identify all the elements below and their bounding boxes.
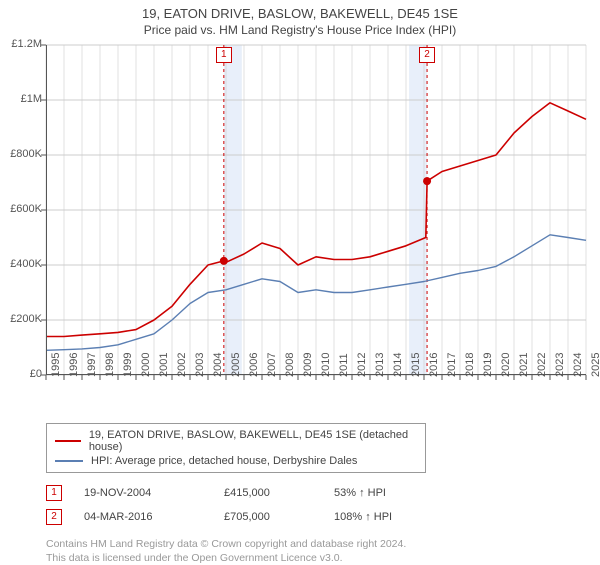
y-tick-label: £800K <box>0 148 42 160</box>
x-tick-label: 2023 <box>554 353 566 377</box>
x-tick-label: 2012 <box>356 353 368 377</box>
legend-swatch <box>55 460 83 462</box>
y-tick-label: £200K <box>0 313 42 325</box>
event-date: 04-MAR-2016 <box>84 511 224 523</box>
x-tick-label: 2004 <box>212 353 224 377</box>
x-tick-label: 2007 <box>266 353 278 377</box>
footer: Contains HM Land Registry data © Crown c… <box>46 537 600 565</box>
x-tick-label: 1997 <box>86 353 98 377</box>
chart-event-marker: 2 <box>419 47 435 63</box>
footer-line: Contains HM Land Registry data © Crown c… <box>46 537 600 551</box>
x-tick-label: 2017 <box>446 353 458 377</box>
y-tick-label: £400K <box>0 258 42 270</box>
x-tick-label: 2003 <box>194 353 206 377</box>
x-tick-label: 2022 <box>536 353 548 377</box>
legend-item: HPI: Average price, detached house, Derb… <box>55 454 417 468</box>
x-tick-label: 2018 <box>464 353 476 377</box>
y-tick-label: £1.2M <box>0 38 42 50</box>
x-tick-label: 2025 <box>590 353 600 377</box>
x-tick-label: 2006 <box>248 353 260 377</box>
y-tick-label: £1M <box>0 93 42 105</box>
chart-event-marker: 1 <box>216 47 232 63</box>
x-tick-label: 2024 <box>572 353 584 377</box>
x-tick-label: 2000 <box>140 353 152 377</box>
x-tick-label: 2005 <box>230 353 242 377</box>
event-price: £415,000 <box>224 487 334 499</box>
x-tick-label: 1996 <box>68 353 80 377</box>
event-row: 1 19-NOV-2004 £415,000 53% ↑ HPI <box>46 481 600 505</box>
x-tick-label: 2016 <box>428 353 440 377</box>
event-row: 2 04-MAR-2016 £705,000 108% ↑ HPI <box>46 505 600 529</box>
event-hpi: 108% ↑ HPI <box>334 511 392 523</box>
y-tick-label: £600K <box>0 203 42 215</box>
legend-label: 19, EATON DRIVE, BASLOW, BAKEWELL, DE45 … <box>89 429 417 453</box>
legend: 19, EATON DRIVE, BASLOW, BAKEWELL, DE45 … <box>46 423 426 473</box>
x-tick-label: 2019 <box>482 353 494 377</box>
chart-area: £0£200K£400K£600K£800K£1M£1.2M 199519961… <box>46 45 586 375</box>
event-marker-icon: 2 <box>46 509 62 525</box>
event-marker-icon: 1 <box>46 485 62 501</box>
x-tick-label: 2010 <box>320 353 332 377</box>
x-tick-label: 1999 <box>122 353 134 377</box>
x-tick-label: 2009 <box>302 353 314 377</box>
footer-line: This data is licensed under the Open Gov… <box>46 551 600 565</box>
event-date: 19-NOV-2004 <box>84 487 224 499</box>
page-title: 19, EATON DRIVE, BASLOW, BAKEWELL, DE45 … <box>0 6 600 21</box>
x-tick-label: 2013 <box>374 353 386 377</box>
legend-swatch <box>55 440 81 442</box>
x-tick-label: 2020 <box>500 353 512 377</box>
x-tick-label: 2002 <box>176 353 188 377</box>
x-tick-label: 1998 <box>104 353 116 377</box>
x-tick-label: 2001 <box>158 353 170 377</box>
y-tick-label: £0 <box>0 368 42 380</box>
x-tick-label: 1995 <box>50 353 62 377</box>
event-price: £705,000 <box>224 511 334 523</box>
x-tick-label: 2008 <box>284 353 296 377</box>
events-table: 1 19-NOV-2004 £415,000 53% ↑ HPI 2 04-MA… <box>46 481 600 529</box>
page-subtitle: Price paid vs. HM Land Registry's House … <box>0 23 600 37</box>
x-axis-labels: 1995 1996 1997 1998 1999 2000 2001 2002 2003 2004… <box>46 341 586 381</box>
event-hpi: 53% ↑ HPI <box>334 487 386 499</box>
x-tick-label: 2021 <box>518 353 530 377</box>
x-tick-label: 2014 <box>392 353 404 377</box>
legend-item: 19, EATON DRIVE, BASLOW, BAKEWELL, DE45 … <box>55 428 417 454</box>
line-chart <box>46 45 586 375</box>
x-tick-label: 2015 <box>410 353 422 377</box>
legend-label: HPI: Average price, detached house, Derb… <box>91 455 357 467</box>
x-tick-label: 2011 <box>338 353 350 377</box>
